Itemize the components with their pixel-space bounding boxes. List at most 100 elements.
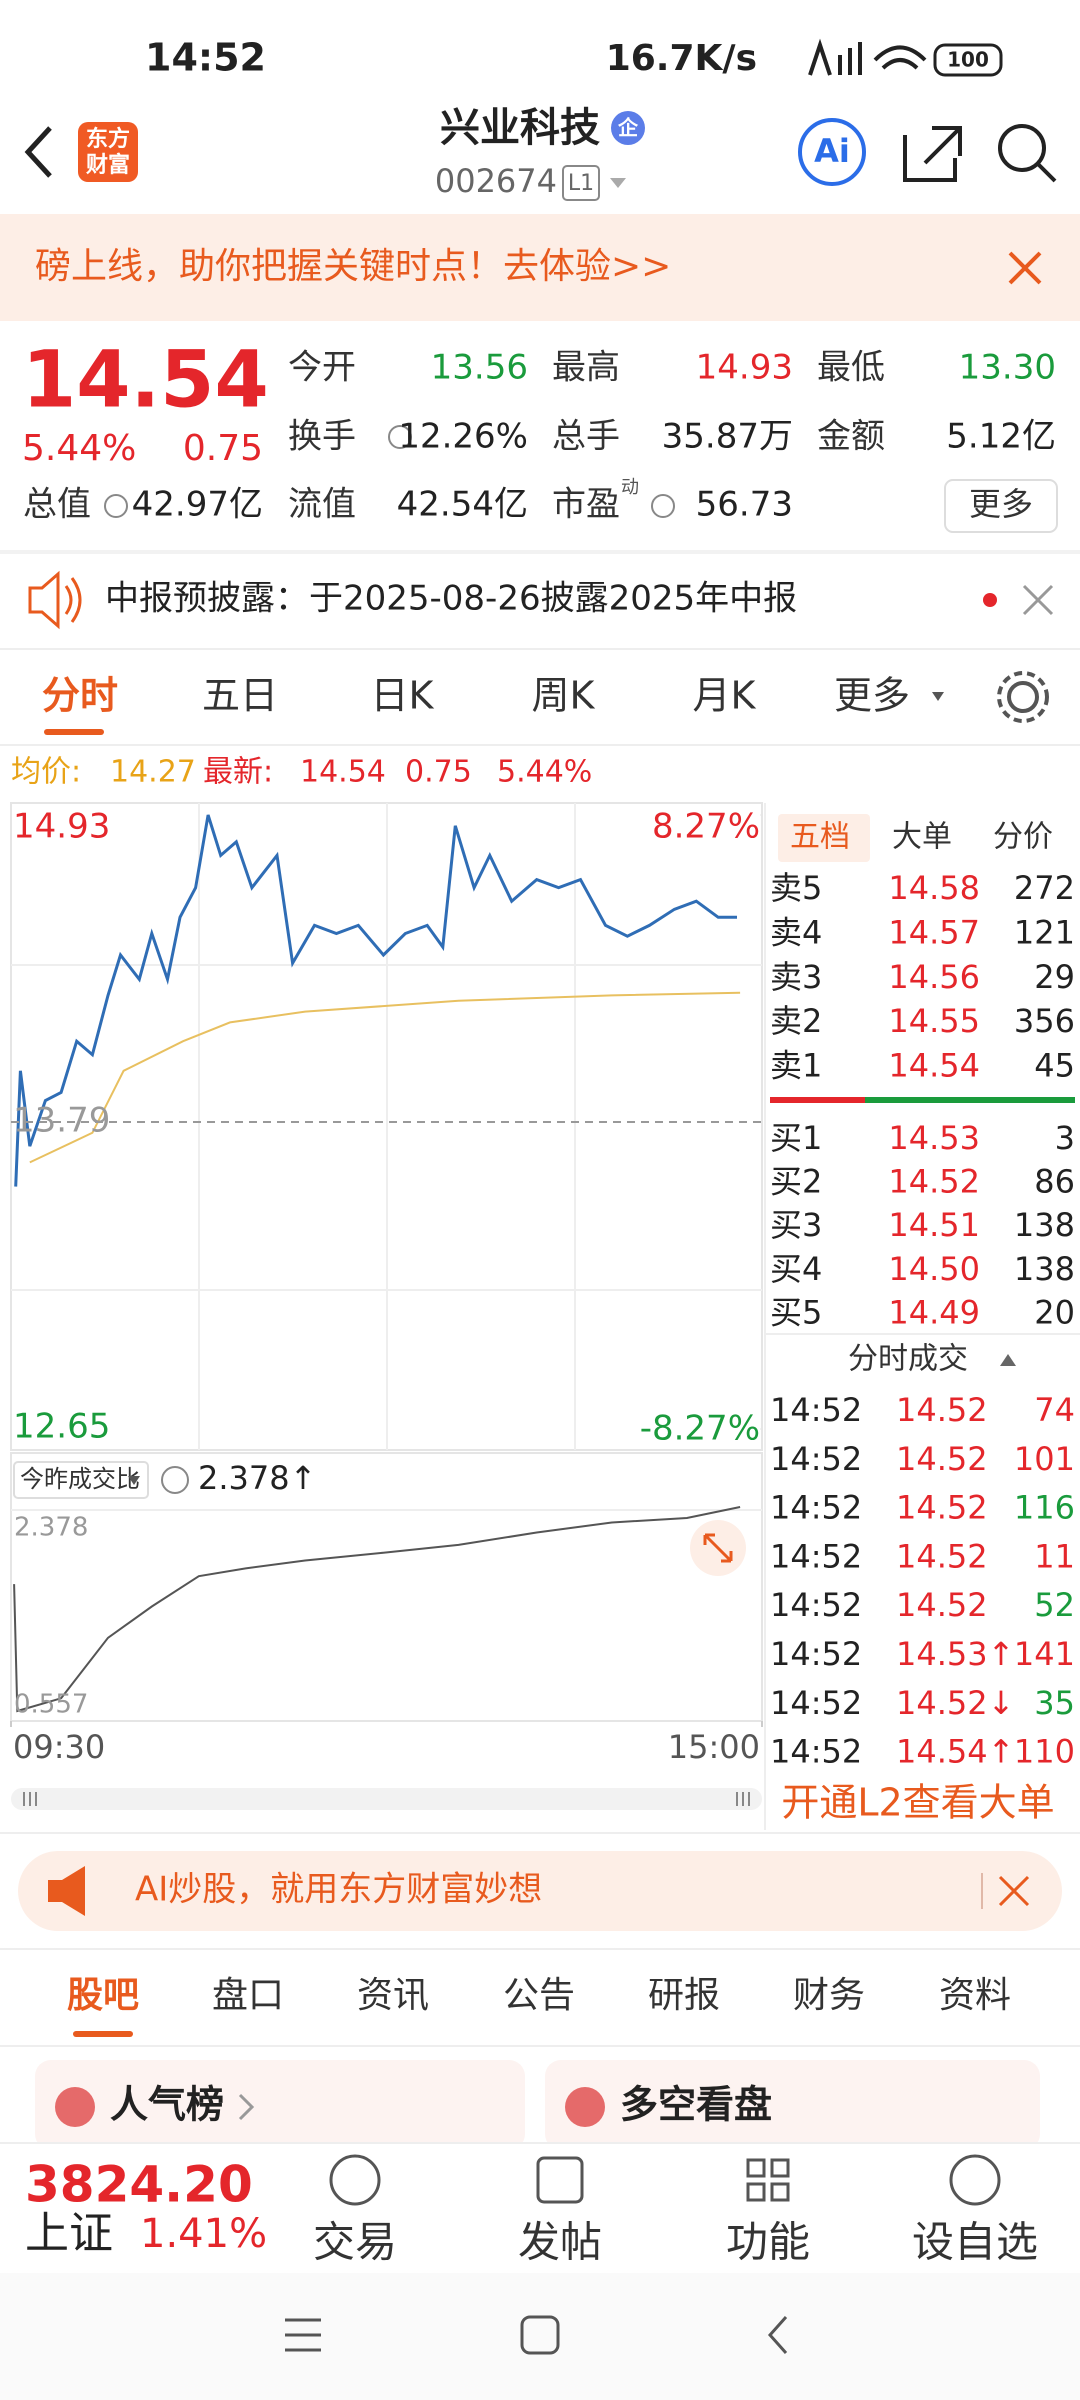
info-icon[interactable] [104,494,128,518]
card-arrow [238,2093,255,2121]
ask-price: 14.54 [888,1047,980,1085]
content-tab[interactable]: 公告 [503,1975,575,2016]
trade-volume: 141 [1014,1635,1075,1673]
content-tab[interactable]: 资料 [939,1975,1011,2016]
sort-arrow[interactable] [1000,1354,1016,1366]
notice-text[interactable]: 中报预披露：于2025-08-26披露2025年中报 [105,579,797,619]
nav-menu[interactable] [285,2318,321,2352]
banner-bg[interactable] [0,214,1080,321]
divider [0,2045,1080,2047]
expand-icon [703,1533,733,1563]
chart-tab[interactable]: 周K [532,674,596,718]
info-icon[interactable] [161,1466,189,1494]
nav-back[interactable] [767,2316,788,2354]
scrollbar[interactable] [11,1788,762,1810]
content-tab[interactable]: 股吧 [67,1975,139,2016]
search-handle [1036,162,1057,183]
ai-text[interactable]: Ai [814,132,850,170]
content-tab[interactable]: 财务 [793,1975,865,2016]
chart-tab[interactable]: 日K [371,674,435,718]
ratio-selector[interactable] [13,1461,149,1499]
watchlist-icon[interactable] [949,2154,1001,2206]
card[interactable] [545,2060,1040,2150]
l2-link[interactable]: 开通L2查看大单 [781,1781,1054,1825]
notice-close[interactable] [1022,584,1054,616]
ad-close[interactable] [998,1875,1030,1907]
chart-tab[interactable]: 五日 [202,674,278,718]
speaker-icon [28,570,82,630]
chart-tab[interactable]: 分时 [42,674,118,718]
info-icon[interactable] [388,425,412,449]
dropdown-arrow[interactable] [610,178,626,188]
search-button[interactable] [998,124,1046,172]
banner-text[interactable]: 磅上线，助你把握关键时点！去体验>> [35,246,671,287]
ad-text[interactable]: AI炒股，就用东方财富妙想 [135,1870,542,1910]
nav-label[interactable]: 交易 [313,2218,397,2267]
field-value: 56.73 [696,485,793,525]
bid-price: 14.50 [888,1250,980,1288]
divider [0,1832,1080,1834]
panel-tab[interactable]: 五档 [790,820,850,855]
nav-home[interactable] [520,2315,560,2355]
ratio-title[interactable]: 今昨成交比 [20,1465,140,1493]
ask-volume: 121 [1014,913,1075,951]
share-button[interactable] [903,126,962,182]
trade-volume: 74 [1034,1391,1075,1429]
ask-volume: 45 [1034,1047,1075,1085]
megaphone-icon [48,1866,85,1916]
card[interactable] [35,2060,525,2150]
more-button[interactable] [944,479,1058,533]
dropdown-arrow[interactable] [932,692,944,701]
post-icon[interactable] [536,2156,584,2204]
ai-button[interactable] [798,118,866,186]
pe-note: 动 [621,477,639,498]
content-tab[interactable]: 研报 [648,1975,720,2016]
field-label: 总手 [552,417,620,457]
battery-level: 100 [947,48,989,72]
trade-price: 14.52 [896,1440,988,1478]
ask-label: 卖3 [770,958,822,996]
trade-volume: 101 [1014,1440,1075,1478]
more-text[interactable]: 更多 [969,485,1033,523]
badge [611,111,645,145]
trade-price: 14.52 [896,1586,988,1624]
status-speed: 16.7K/s [606,38,757,79]
ask-label: 卖2 [770,1002,822,1040]
nav-label[interactable]: 发帖 [518,2218,602,2267]
info-icon[interactable] [651,494,675,518]
index-value[interactable]: 3824.20 [25,2156,253,2214]
chart-tab[interactable]: 更多 [834,674,910,718]
card-title[interactable]: 多空看盘 [620,2083,772,2127]
nav-label[interactable]: 设自选 [912,2218,1038,2267]
y-tick-label: 13.79 [13,1101,110,1141]
settings-button[interactable] [1007,681,1039,713]
field-value: 14.93 [696,348,793,388]
trades-title: 分时成交 [848,1342,968,1377]
chart-tab[interactable]: 月K [693,674,757,718]
y-tick-label: 0.557 [14,1690,88,1720]
content-tab[interactable]: 盘口 [212,1975,284,2016]
latest-label: 最新: [203,755,273,790]
ad-banner[interactable] [18,1851,1062,1931]
bid-volume: 138 [1014,1250,1075,1288]
panel-tab[interactable]: 大单 [892,820,952,855]
banner-close[interactable] [1008,251,1042,285]
field-label: 最高 [552,348,620,388]
field-value: 13.30 [959,348,1056,388]
field-label: 最低 [817,348,885,388]
trade-time: 14:52 [770,1537,862,1575]
nav-label[interactable]: 功能 [726,2218,810,2267]
ask-label: 卖1 [770,1047,822,1085]
trade-volume: 11 [1034,1537,1075,1575]
back-button[interactable] [24,126,52,178]
series-line [13,1506,741,1713]
red-dot [983,593,997,607]
ask-price: 14.57 [888,913,980,951]
panel-tab[interactable]: 分价 [993,820,1053,855]
settings-gear [997,671,1049,723]
content-tab[interactable]: 资讯 [357,1975,429,2016]
function-icon[interactable] [746,2158,790,2202]
card-title[interactable]: 人气榜 [110,2083,224,2127]
field-label: 金额 [817,417,885,457]
trade-icon[interactable] [329,2154,381,2206]
